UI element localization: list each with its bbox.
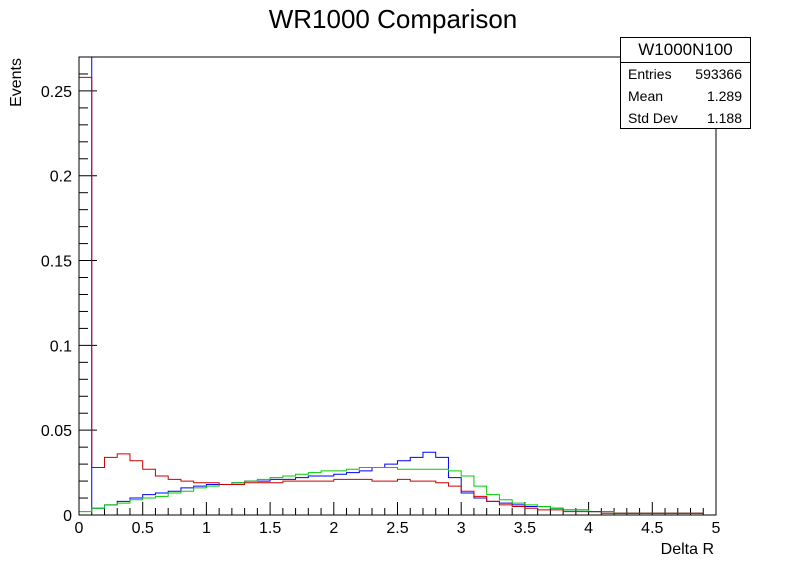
series-layer — [78, 56, 716, 516]
x-tick-label: 1.5 — [259, 520, 281, 537]
axis-ticks: 0 0.5 1 1.5 2 2.5 3 3.5 4 4.5 5 0 0.05 0.1 0.15 0.2 0.25 — [41, 73, 721, 537]
series-line-2 — [78, 467, 716, 516]
x-tick-label: 3 — [457, 520, 466, 537]
x-tick-label: 4.5 — [641, 520, 663, 537]
x-tick-label: 3.5 — [514, 520, 536, 537]
stats-entries-label: Entries — [628, 66, 672, 82]
x-tick-label: 1 — [202, 520, 211, 537]
plot-frame — [78, 56, 717, 516]
stats-mean-label: Mean — [628, 88, 664, 104]
stats-mean-value: 1.289 — [706, 88, 742, 104]
stats-stddev-label: Std Dev — [628, 110, 678, 126]
stats-title: W1000N100 — [621, 38, 750, 63]
stats-row-mean: Mean 1.289 — [621, 85, 750, 107]
stats-row-entries: Entries 593366 — [621, 63, 750, 85]
y-tick-label: 0.05 — [41, 423, 72, 440]
y-tick-label: 0.25 — [41, 84, 72, 101]
y-tick-label: 0.2 — [50, 169, 72, 186]
x-axis-label: Delta R — [661, 541, 714, 558]
y-tick-label: 0 — [63, 508, 72, 525]
y-axis-label: Events — [8, 58, 25, 107]
y-tick-label: 0.1 — [50, 338, 72, 355]
stats-row-stddev: Std Dev 1.188 — [621, 107, 750, 129]
stats-stddev-value: 1.188 — [706, 110, 742, 126]
x-tick-label: 0.5 — [132, 520, 154, 537]
stats-entries-value: 593366 — [695, 66, 742, 82]
stats-box: W1000N100 Entries 593366 Mean 1.289 Std … — [620, 37, 751, 129]
x-tick-label: 2 — [329, 520, 338, 537]
x-tick-label: 4 — [584, 520, 593, 537]
x-tick-label: 2.5 — [386, 520, 408, 537]
y-tick-label: 0.15 — [41, 254, 72, 271]
x-tick-label: 0 — [75, 520, 84, 537]
series-line-3 — [78, 76, 716, 516]
chart-title: WR1000 Comparison — [269, 4, 518, 34]
x-tick-label: 5 — [712, 520, 721, 537]
